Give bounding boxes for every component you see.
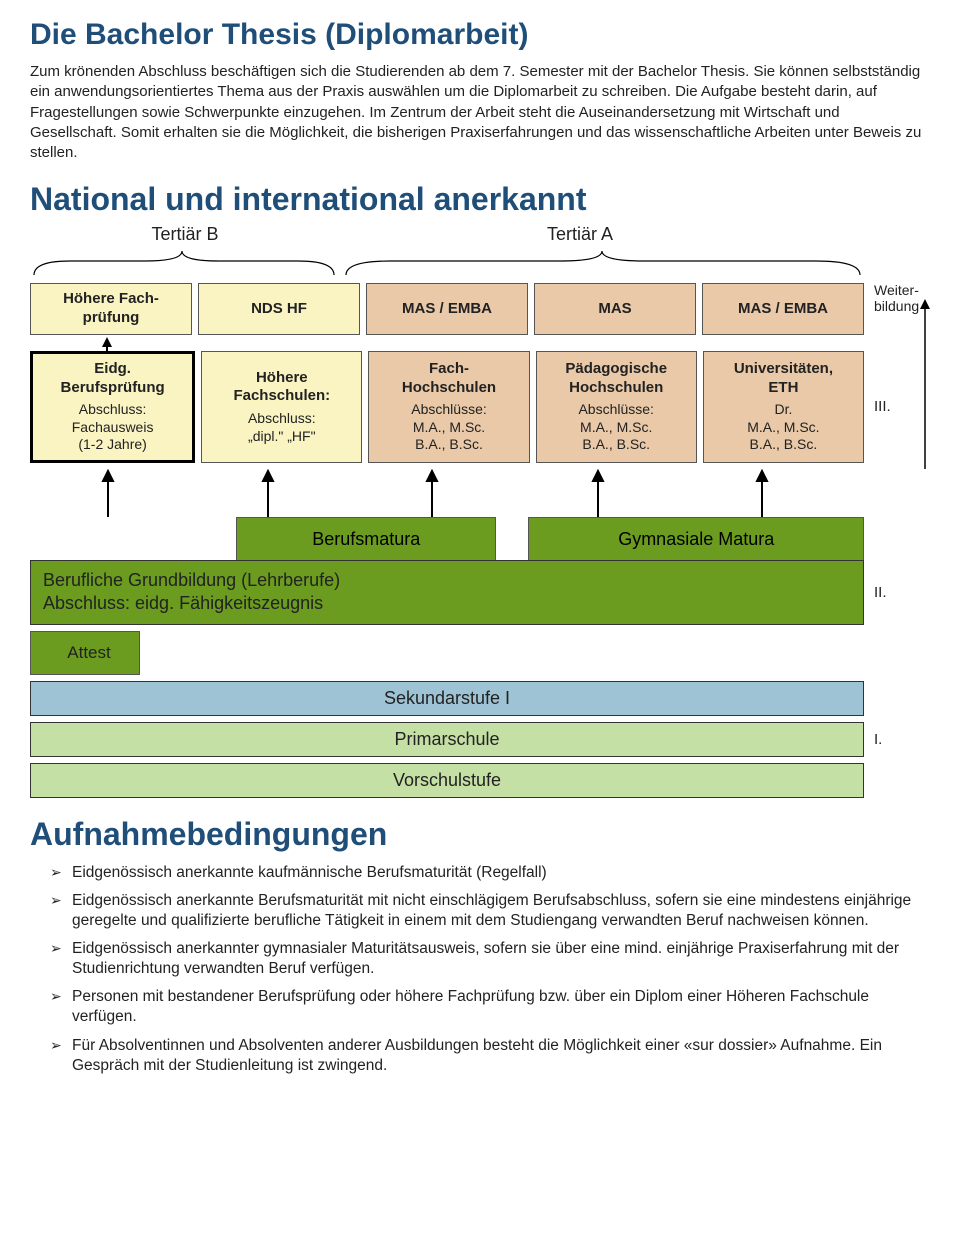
- row2-title-2: Fach- Hochschulen: [402, 360, 496, 398]
- row2-sub-3: Abschlüsse: M.A., M.Sc. B.A., B.Sc.: [578, 401, 653, 454]
- row-attest: Attest: [30, 631, 930, 675]
- page-title-thesis: Die Bachelor Thesis (Diplomarbeit): [30, 18, 930, 52]
- thesis-paragraph: Zum krönenden Abschluss beschäftigen sic…: [30, 62, 930, 163]
- box-primarschule: Primarschule: [30, 722, 864, 757]
- row2-box-4: Universitäten, ETHDr. M.A., M.Sc. B.A., …: [703, 351, 864, 463]
- row2-box-2: Fach- HochschulenAbschlüsse: M.A., M.Sc.…: [368, 351, 529, 463]
- bullet-2: Eidgenössisch anerkannter gymnasialer Ma…: [50, 939, 930, 979]
- row-sekundar: Sekundarstufe I: [30, 681, 930, 716]
- box-gymnasiale-matura: Gymnasiale Matura: [528, 517, 864, 561]
- box-sekundarstufe: Sekundarstufe I: [30, 681, 864, 716]
- row2-box-1: Höhere Fachschulen:Abschluss: „dipl." „H…: [201, 351, 362, 463]
- box-berufsmatura: Berufsmatura: [236, 517, 496, 561]
- row2-title-3: Pädagogische Hochschulen: [565, 360, 667, 398]
- row-institutions: Eidg. BerufsprüfungAbschluss: Fachauswei…: [30, 351, 930, 463]
- page-title-aufnahme: Aufnahmebedingungen: [30, 816, 930, 853]
- weiterbildung-arrow-icon: [918, 299, 932, 469]
- row-matura: Berufsmatura Gymnasiale Matura: [30, 517, 930, 561]
- row1-title-4: MAS / EMBA: [738, 300, 828, 319]
- row2-sub-0: Abschluss: Fachausweis (1-2 Jahre): [72, 401, 154, 454]
- row2-box-3: Pädagogische HochschulenAbschlüsse: M.A.…: [536, 351, 697, 463]
- row1-box-2: MAS / EMBA: [366, 283, 528, 335]
- level-2-label: II.: [870, 560, 930, 625]
- page-title-national: National und international anerkannt: [30, 181, 930, 218]
- row2-title-1: Höhere Fachschulen:: [233, 369, 330, 407]
- row2-sub-1: Abschluss: „dipl." „HF": [248, 410, 316, 445]
- row-primar: Primarschule I.: [30, 722, 930, 757]
- level-1-label: I.: [870, 722, 930, 757]
- row1-title-2: MAS / EMBA: [402, 300, 492, 319]
- box-attest: Attest: [30, 631, 140, 675]
- row2-title-4: Universitäten, ETH: [734, 360, 833, 398]
- bullet-3: Personen mit bestandener Berufsprüfung o…: [50, 987, 930, 1027]
- row1-title-3: MAS: [598, 300, 631, 319]
- admission-bullets: Eidgenössisch anerkannte kaufmännische B…: [50, 863, 930, 1076]
- bullet-1: Eidgenössisch anerkannte Berufsmaturität…: [50, 891, 930, 931]
- row2-sub-4: Dr. M.A., M.Sc. B.A., B.Sc.: [747, 401, 819, 454]
- level-3-text: III.: [874, 398, 891, 415]
- row1-box-3: MAS: [534, 283, 696, 335]
- bullet-0: Eidgenössisch anerkannte kaufmännische B…: [50, 863, 930, 883]
- box-vorschulstufe: Vorschulstufe: [30, 763, 864, 798]
- tertiary-labels: Tertiär B Tertiär A: [30, 224, 930, 245]
- row1-title-0: Höhere Fach- prüfung: [63, 290, 159, 328]
- education-diagram: Höhere Fach- prüfung NDS HF MAS / EMBA MAS M…: [30, 283, 930, 797]
- grundbildung-line1: Berufliche Grundbildung (Lehrberufe): [43, 569, 851, 592]
- bracket-row: [30, 247, 930, 277]
- row2-title-0: Eidg. Berufsprüfung: [61, 360, 165, 398]
- brackets-svg: [30, 247, 930, 277]
- box-grundbildung: Berufliche Grundbildung (Lehrberufe) Abs…: [30, 560, 864, 625]
- row1-title-1: NDS HF: [251, 300, 307, 319]
- arrow-row-matura: [30, 469, 930, 517]
- arrow-icon: [102, 337, 112, 347]
- bullet-4: Für Absolventinnen und Absolventen ander…: [50, 1036, 930, 1076]
- row2-box-0: Eidg. BerufsprüfungAbschluss: Fachauswei…: [30, 351, 195, 463]
- row-grundbildung: Berufliche Grundbildung (Lehrberufe) Abs…: [30, 560, 930, 625]
- row-weiterbildung: Höhere Fach- prüfung NDS HF MAS / EMBA MAS M…: [30, 283, 930, 335]
- tertiaer-a-label: Tertiär A: [340, 224, 820, 245]
- tertiaer-b-label: Tertiär B: [30, 224, 340, 245]
- grundbildung-line2: Abschluss: eidg. Fähigkeitszeugnis: [43, 592, 851, 615]
- row-vorschule: Vorschulstufe: [30, 763, 930, 798]
- row1-box-4: MAS / EMBA: [702, 283, 864, 335]
- row1-box-1: NDS HF: [198, 283, 360, 335]
- row1-box-0: Höhere Fach- prüfung: [30, 283, 192, 335]
- arrows-svg: [30, 469, 870, 517]
- row2-sub-2: Abschlüsse: M.A., M.Sc. B.A., B.Sc.: [411, 401, 486, 454]
